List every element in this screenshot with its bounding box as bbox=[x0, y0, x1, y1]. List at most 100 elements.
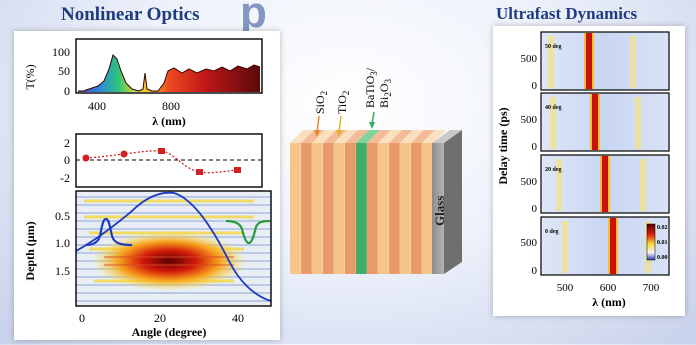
depth-tick-1-0: 1.0 bbox=[55, 236, 70, 250]
main-band-core bbox=[602, 156, 608, 212]
tio2-label: TiO2 bbox=[335, 91, 351, 114]
stack-layer bbox=[400, 143, 411, 274]
colorbar-tick-low: 0.00 bbox=[657, 255, 668, 261]
stack-layer bbox=[323, 143, 334, 274]
stack-layer-top bbox=[290, 130, 314, 143]
dynamics-subpanel-bg bbox=[541, 32, 669, 90]
stack-layer-active bbox=[356, 143, 367, 274]
phase-point bbox=[82, 154, 90, 162]
angle-ytick-2: 2 bbox=[64, 136, 70, 150]
field-heatmap: Depth (μm) bbox=[23, 190, 272, 339]
side-band-streak bbox=[550, 97, 556, 149]
stack-layer-top bbox=[367, 130, 391, 143]
glass-side bbox=[444, 130, 462, 274]
side-band-streak bbox=[635, 97, 641, 149]
ultrafast-dynamics-heading: Ultrafast Dynamics bbox=[496, 4, 638, 23]
dyn-xlabel: λ (nm) bbox=[592, 295, 626, 309]
batio3-arrowhead bbox=[369, 122, 375, 129]
angle-phase-plot: 2 0 -2 bbox=[60, 133, 263, 188]
ultrafast-dynamics-figure: Delay time (ps) 50 deg 40 deg 20 deg 0 d… bbox=[496, 31, 670, 309]
transmission-ytick-50: 50 bbox=[58, 64, 70, 78]
side-band-streak bbox=[630, 36, 636, 88]
delay-tick-500-d: 500 bbox=[521, 237, 538, 249]
delay-axis-label: Delay time (ps) bbox=[496, 107, 510, 184]
depth-axis-label: Depth (μm) bbox=[23, 221, 37, 280]
dynamics-subpanel-frame bbox=[540, 154, 670, 214]
transmission-xtick-400: 400 bbox=[88, 99, 106, 113]
transmission-spectrum bbox=[78, 55, 260, 92]
label-sio2: SiO2 bbox=[313, 91, 329, 137]
stack-layer-top bbox=[345, 130, 369, 143]
stack-layer bbox=[290, 143, 301, 274]
stack-layer-top bbox=[323, 130, 347, 143]
multilayer-stack-diagram: Glass SiO2 TiO2 BaTiO3/ Bi2O3 bbox=[290, 67, 462, 274]
stack-layer-top bbox=[378, 130, 402, 143]
angle-xlabel: Angle (degree) bbox=[132, 325, 207, 339]
stack-layer-top bbox=[400, 130, 424, 143]
transmission-xlabel: λ (nm) bbox=[152, 114, 186, 128]
depth-tick-1-5: 1.5 bbox=[55, 264, 70, 278]
dynamics-subpanel-frame bbox=[540, 31, 670, 91]
angle-xtick-20: 20 bbox=[154, 311, 166, 325]
stack-layer bbox=[422, 143, 433, 274]
main-band-core bbox=[592, 94, 598, 150]
nonlinear-optics-heading: Nonlinear Optics bbox=[61, 4, 200, 25]
panel-label-50deg: 50 deg bbox=[545, 44, 562, 50]
transmission-curve bbox=[78, 54, 261, 92]
nonlinear-optics-panel: T(%) 100 50 0 400 800 λ (nm) 2 0 -2 bbox=[14, 31, 280, 340]
stack-layer-top bbox=[389, 130, 413, 143]
transmission-ylabel: T(%) bbox=[23, 64, 37, 89]
phase-point bbox=[120, 150, 128, 158]
panel-label-20deg: 20 deg bbox=[545, 167, 562, 173]
panel-label-0deg: 0 deg bbox=[545, 229, 559, 235]
stack-layer-top bbox=[411, 130, 435, 143]
dynamics-subpanel-frame bbox=[540, 216, 670, 276]
label-tio2: TiO2 bbox=[335, 91, 351, 137]
stack-layer bbox=[345, 143, 356, 274]
angle-ytick-minus2: -2 bbox=[60, 171, 70, 185]
stack-layer-top bbox=[334, 130, 358, 143]
glass-front bbox=[432, 143, 444, 274]
transmission-ytick-100: 100 bbox=[52, 45, 70, 59]
panel-label-40deg: 40 deg bbox=[545, 105, 562, 111]
side-band-streak bbox=[640, 159, 646, 211]
reflectance-dip-curve bbox=[225, 219, 271, 245]
stack-layer bbox=[411, 143, 422, 274]
stack-layer bbox=[334, 143, 345, 274]
glass-top bbox=[432, 130, 462, 143]
main-band-core bbox=[586, 33, 592, 89]
dynamics-subpanel-bg bbox=[541, 93, 669, 151]
sio2-arrow bbox=[316, 115, 320, 133]
stack-layer-top bbox=[356, 130, 380, 143]
stack-layers bbox=[290, 130, 446, 274]
delay-tick-500-b: 500 bbox=[521, 114, 538, 126]
delay-tick-500-a: 500 bbox=[521, 53, 538, 65]
dynamics-subpanels bbox=[540, 31, 670, 276]
delay-tick-0-c: 0 bbox=[532, 203, 538, 215]
phase-fit-curve bbox=[85, 150, 239, 174]
stack-layer bbox=[378, 143, 389, 274]
angle-xtick-40: 40 bbox=[232, 311, 244, 325]
dynamics-subpanel-frame bbox=[540, 92, 670, 152]
side-band-streak bbox=[548, 36, 554, 88]
main-band-core bbox=[610, 218, 616, 274]
ultrafast-dynamics-panel: Delay time (ps) 50 deg 40 deg 20 deg 0 d… bbox=[493, 26, 685, 316]
background-title-fragment: p bbox=[240, 0, 267, 37]
phase-point bbox=[158, 148, 165, 154]
stack-layer bbox=[389, 143, 400, 274]
angle-xtick-0: 0 bbox=[79, 311, 85, 325]
stack-layer-top bbox=[422, 130, 446, 143]
transmission-ytick-0: 0 bbox=[64, 84, 70, 98]
bi2o3-label: Bi2O3 bbox=[377, 78, 393, 108]
stack-layer bbox=[367, 143, 378, 274]
delay-tick-500-c: 500 bbox=[521, 176, 538, 188]
phase-data-points bbox=[82, 148, 241, 175]
transmission-plot: T(%) 100 50 0 400 800 λ (nm) bbox=[23, 38, 263, 128]
dyn-xtick-700: 700 bbox=[643, 282, 660, 294]
angle-ytick-0: 0 bbox=[64, 153, 70, 167]
reflectance-peak-curve bbox=[85, 217, 133, 247]
delay-tick-0-b: 0 bbox=[532, 141, 538, 153]
stack-layer bbox=[301, 143, 312, 274]
tio2-arrowhead bbox=[336, 130, 342, 137]
colorbar bbox=[646, 223, 656, 261]
